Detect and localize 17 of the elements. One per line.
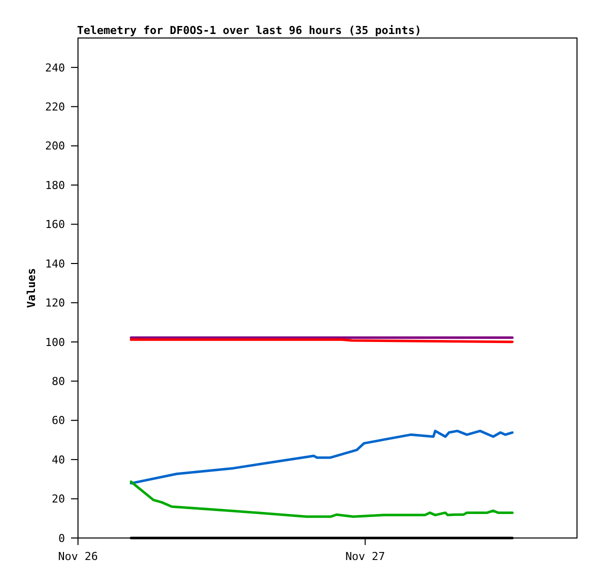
chart-title: Telemetry for DF0OS-1 over last 96 hours (35 points) (77, 24, 422, 37)
y-tick-label: 100 (45, 336, 65, 349)
y-tick-label: 40 (52, 453, 65, 466)
y-tick-label: 80 (52, 374, 65, 388)
y-tick-label: 120 (45, 296, 65, 310)
y-tick-label: 200 (45, 140, 65, 153)
y-tick-label: 220 (45, 100, 65, 114)
y-tick-label: 160 (45, 218, 65, 232)
y-tick-label: 140 (45, 257, 65, 270)
y-axis-title: Values (25, 268, 38, 308)
y-tick-label: 0 (58, 532, 65, 545)
y-tick-label: 20 (52, 492, 65, 506)
x-tick-label: Nov 26 (58, 550, 98, 563)
y-tick-label: 240 (45, 61, 65, 74)
x-tick-label: Nov 27 (345, 550, 386, 563)
y-tick-label: 180 (45, 178, 65, 192)
y-tick-label: 60 (52, 414, 65, 428)
